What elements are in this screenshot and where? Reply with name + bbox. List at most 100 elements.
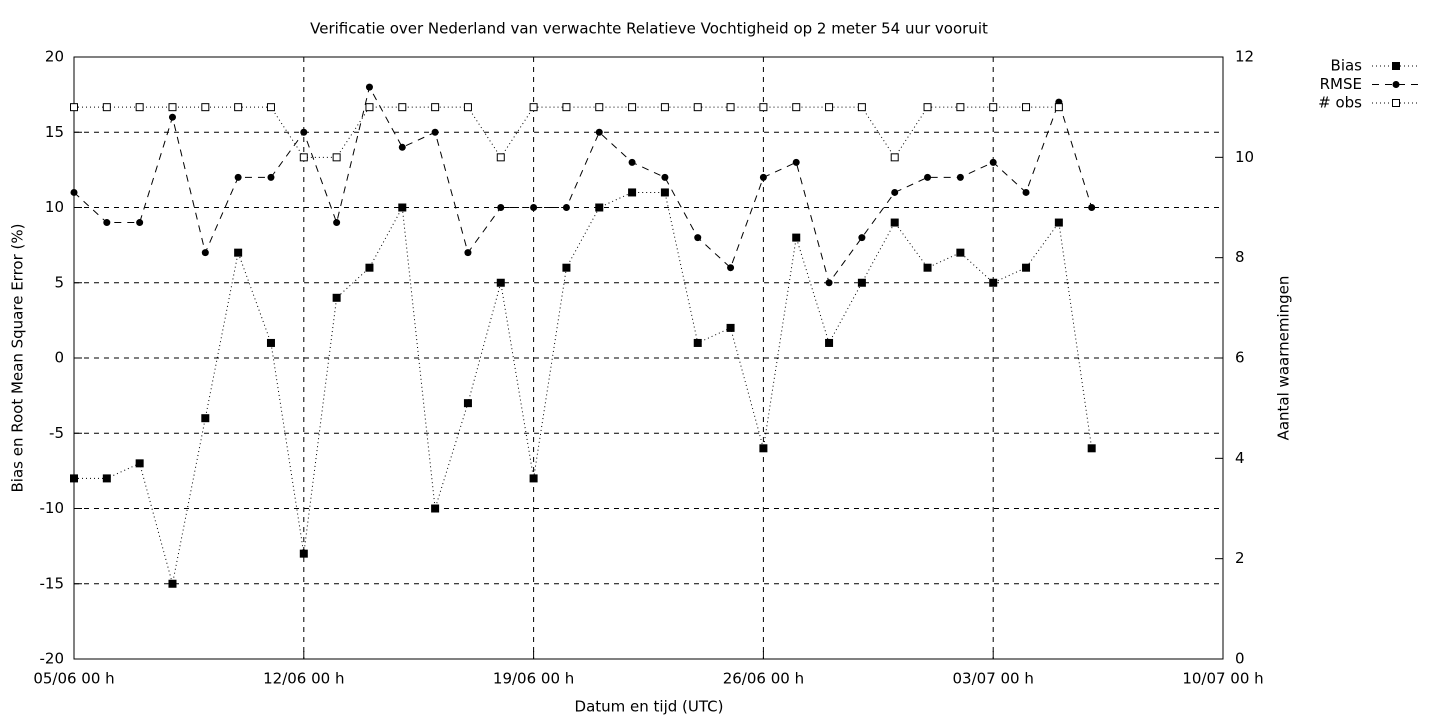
- point: [923, 103, 932, 112]
- point: [989, 103, 998, 112]
- point: [1022, 263, 1031, 272]
- y2-axis-label: Aantal waarnemingen: [1275, 276, 1293, 441]
- point: [628, 158, 636, 166]
- y-tick-label: -5: [49, 424, 64, 442]
- point: [300, 128, 308, 136]
- point: [956, 248, 965, 257]
- y-tick-label: 20: [45, 48, 64, 66]
- point: [136, 219, 144, 227]
- y2-tick-label: 8: [1235, 248, 1245, 266]
- y2-tick-label: 10: [1235, 148, 1254, 166]
- point: [727, 264, 735, 272]
- point: [660, 103, 669, 112]
- point: [890, 218, 899, 227]
- point: [431, 504, 440, 513]
- point: [463, 103, 472, 112]
- point: [595, 203, 604, 212]
- y-tick-label: 10: [45, 198, 64, 216]
- point: [168, 579, 177, 588]
- point: [1022, 188, 1030, 196]
- point: [70, 103, 78, 112]
- point: [464, 249, 472, 257]
- plot-frame: [73, 56, 1224, 660]
- point: [496, 153, 505, 162]
- x-tick-label: 19/06 00 h: [493, 670, 574, 688]
- point: [70, 188, 78, 196]
- point: [857, 103, 866, 112]
- legend-label: RMSE: [1320, 75, 1362, 93]
- point: [693, 103, 702, 112]
- point: [201, 414, 210, 423]
- point: [266, 103, 275, 112]
- point: [989, 278, 998, 287]
- point: [168, 103, 177, 112]
- point: [792, 103, 801, 112]
- legend-label: Bias: [1331, 57, 1363, 75]
- y-tick-label: 15: [45, 123, 64, 141]
- point: [825, 103, 834, 112]
- point: [825, 279, 833, 287]
- legend-marker: [1392, 81, 1400, 88]
- point: [956, 173, 964, 181]
- point: [956, 103, 965, 112]
- point: [857, 278, 866, 287]
- point: [365, 263, 374, 272]
- point: [332, 153, 341, 162]
- point: [693, 338, 702, 347]
- point: [924, 173, 932, 181]
- chart-title: Verificatie over Nederland van verwachte…: [310, 20, 988, 38]
- point: [562, 103, 571, 112]
- y2-tick-label: 12: [1235, 48, 1254, 66]
- y-tick-label: 0: [54, 349, 64, 367]
- point: [201, 103, 210, 112]
- point: [694, 234, 702, 242]
- point: [1087, 444, 1096, 453]
- y2-tick-label: 4: [1235, 449, 1245, 467]
- point: [103, 219, 111, 227]
- point: [792, 233, 801, 242]
- point: [858, 234, 866, 242]
- point: [726, 103, 735, 112]
- point: [431, 128, 439, 136]
- point: [595, 128, 603, 136]
- point: [234, 173, 242, 181]
- x-tick-label: 03/07 00 h: [953, 670, 1034, 688]
- point: [923, 263, 932, 272]
- point: [890, 153, 899, 162]
- point: [496, 278, 505, 287]
- point: [135, 103, 144, 112]
- point: [398, 103, 407, 112]
- point: [497, 204, 505, 211]
- point: [299, 153, 308, 162]
- point: [234, 248, 243, 257]
- point: [135, 459, 144, 468]
- y-tick-label: -10: [40, 499, 65, 517]
- point: [628, 103, 637, 112]
- point: [529, 103, 538, 112]
- point: [168, 113, 176, 121]
- legend-label: # obs: [1318, 94, 1362, 112]
- point: [726, 323, 735, 332]
- series-line: [73, 85, 1093, 284]
- point: [333, 219, 341, 227]
- point: [759, 103, 768, 112]
- y-tick-label: -15: [40, 574, 65, 592]
- point: [562, 263, 571, 272]
- point: [234, 103, 243, 112]
- y-axis-label: Bias en Root Mean Square Error (%): [9, 224, 27, 493]
- point: [102, 103, 111, 112]
- point: [201, 249, 209, 257]
- point: [332, 293, 341, 302]
- point: [1022, 103, 1031, 112]
- point: [398, 203, 407, 212]
- point: [398, 143, 406, 151]
- y2-tick-label: 2: [1235, 549, 1245, 567]
- point: [759, 173, 767, 181]
- point: [1054, 218, 1063, 227]
- x-tick-label: 05/06 00 h: [33, 670, 114, 688]
- point: [562, 204, 570, 211]
- point: [759, 444, 768, 453]
- x-axis-label: Datum en tijd (UTC): [575, 698, 724, 716]
